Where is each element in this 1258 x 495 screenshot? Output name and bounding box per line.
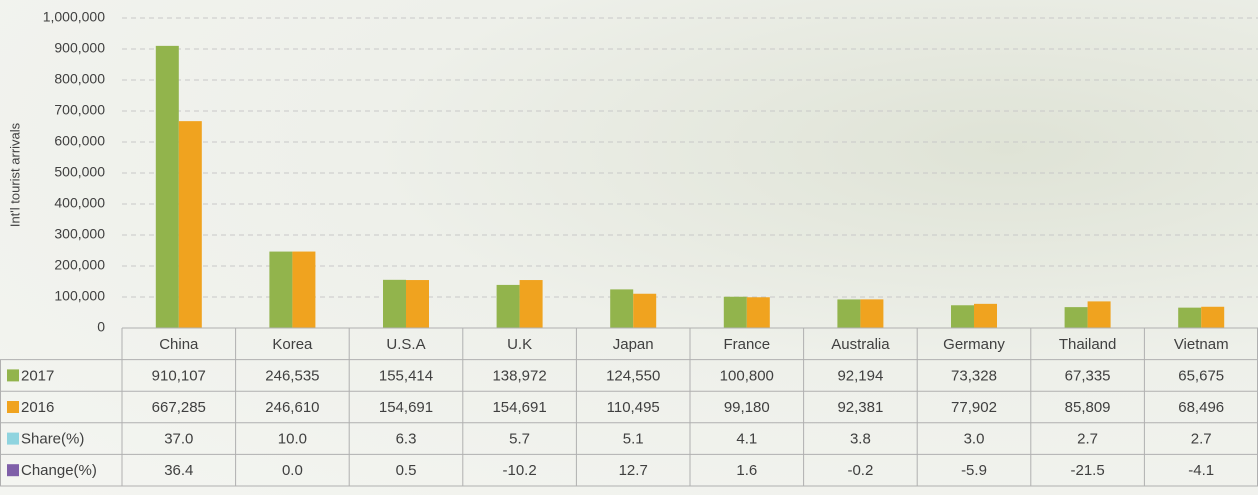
x-tick-label: Australia [831,336,890,353]
legend-key [7,433,19,445]
bar [747,297,770,328]
bar [1065,307,1088,328]
bar [1201,307,1224,328]
bar [383,280,406,328]
table-value: 77,902 [951,399,997,416]
x-tick-label: France [723,336,770,353]
x-tick-label: U.K [507,336,532,353]
table-value: -5.9 [961,462,987,479]
table-value: 246,535 [265,367,319,384]
table-value: 124,550 [606,367,660,384]
bar [179,121,202,328]
table-value: 0.0 [282,462,303,479]
table-value: -21.5 [1070,462,1104,479]
x-tick-label: China [159,336,199,353]
table-value: 3.8 [850,431,871,448]
table-value: 37.0 [164,431,193,448]
y-tick-label: 1,000,000 [43,9,105,25]
table-value: 36.4 [164,462,193,479]
table-value: 110,495 [607,399,660,416]
bar [633,294,656,328]
bar [724,297,747,328]
x-tick-label: U.S.A [386,336,425,353]
table-value: 92,381 [837,399,883,416]
table-value: 1.6 [736,462,757,479]
x-tick-label: Germany [943,336,1005,353]
table-value: 73,328 [951,367,997,384]
legend-label: 2017 [21,367,54,384]
y-tick-label: 600,000 [54,133,105,149]
y-tick-label: 900,000 [54,40,105,56]
legend-key [7,369,19,381]
chart: Int'l tourist arrivals 0 100,000 200,000 30… [0,0,1258,495]
table-value: 85,809 [1065,399,1111,416]
legend-label: 2016 [21,399,54,416]
bar [497,285,520,328]
bar [610,289,633,328]
y-tick-label: 700,000 [54,102,105,118]
table-value: 10.0 [278,431,307,448]
table-value: 154,691 [379,399,433,416]
table-value: -4.1 [1188,462,1214,479]
y-tick-label: 0 [97,319,105,335]
y-tick-label: 500,000 [54,164,105,180]
table-value: 4.1 [736,431,757,448]
table-value: 155,414 [379,367,433,384]
table-value: 68,496 [1178,399,1224,416]
bar [269,252,292,328]
x-tick-label: Vietnam [1174,336,1229,353]
x-tick-label: Japan [613,336,654,353]
table-value: 100,800 [720,367,774,384]
table-value: -0.2 [847,462,873,479]
table-value: 92,194 [837,367,883,384]
y-tick-label: 400,000 [54,195,105,211]
x-tick-label: Thailand [1059,336,1117,353]
bar [156,46,179,328]
table-value: 0.5 [396,462,417,479]
table-value: 12.7 [619,462,648,479]
table-value: 5.7 [509,431,530,448]
y-axis-title: Int'l tourist arrivals [7,122,22,227]
table-value: 910,107 [152,367,206,384]
table-value: 67,335 [1065,367,1111,384]
legend-label: Share(%) [21,431,84,448]
table-value: 99,180 [724,399,770,416]
table-value: 246,610 [265,399,319,416]
bar [1178,308,1201,328]
table-value: 6.3 [396,431,417,448]
y-tick-label: 800,000 [54,71,105,87]
y-tick-label: 300,000 [54,226,105,242]
x-tick-label: Korea [272,336,313,353]
bar [406,280,429,328]
y-tick-label: 200,000 [54,257,105,273]
table-value: -10.2 [502,462,536,479]
bar [292,252,315,328]
legend-label: Change(%) [21,462,97,479]
table-value: 138,972 [492,367,546,384]
bar [860,299,883,328]
table-value: 154,691 [492,399,546,416]
table-value: 667,285 [152,399,206,416]
table-value: 5.1 [623,431,644,448]
table-value: 2.7 [1191,431,1212,448]
legend-key [7,401,19,413]
bar [951,305,974,328]
legend-key [7,464,19,476]
bar [520,280,543,328]
table-value: 65,675 [1178,367,1224,384]
table-value: 2.7 [1077,431,1098,448]
table-value: 3.0 [964,431,985,448]
y-tick-label: 100,000 [54,288,105,304]
bar [974,304,997,328]
bar [1088,301,1111,328]
bar [837,299,860,328]
